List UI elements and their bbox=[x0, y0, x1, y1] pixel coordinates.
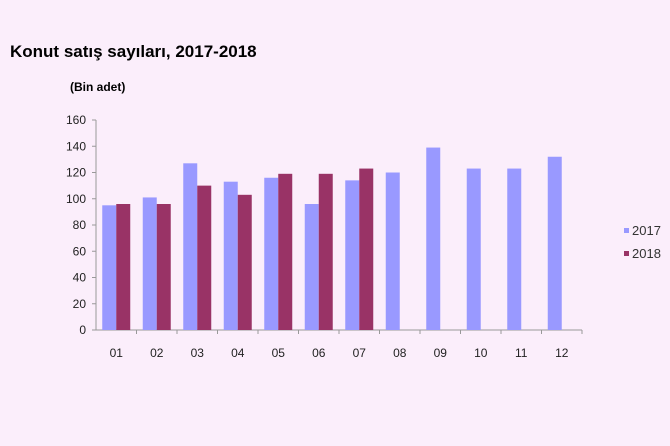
chart-title: Konut satış sayıları, 2017-2018 bbox=[10, 42, 257, 61]
y-axis-unit-label: (Bin adet) bbox=[70, 80, 126, 94]
bar-2017-07 bbox=[345, 180, 360, 330]
bar-2017-01 bbox=[102, 205, 117, 330]
bar-2018-02 bbox=[156, 204, 171, 330]
bar-2017-08 bbox=[385, 172, 400, 330]
x-tick-label: 12 bbox=[555, 346, 569, 360]
x-tick-label: 10 bbox=[474, 346, 488, 360]
y-tick-label: 140 bbox=[66, 139, 86, 153]
bar-2017-02 bbox=[142, 197, 157, 330]
y-tick-label: 0 bbox=[79, 323, 86, 337]
x-tick-label: 03 bbox=[191, 346, 205, 360]
bar-2017-09 bbox=[426, 147, 441, 330]
bar-2018-07 bbox=[359, 168, 374, 330]
y-tick-label: 20 bbox=[73, 297, 87, 311]
bar-2017-11 bbox=[507, 168, 522, 330]
y-tick-label: 120 bbox=[66, 166, 86, 180]
bar-2017-06 bbox=[304, 204, 319, 330]
x-tick-label: 04 bbox=[231, 346, 245, 360]
x-tick-label: 02 bbox=[150, 346, 164, 360]
bar-2018-05 bbox=[278, 173, 293, 330]
bar-2018-06 bbox=[318, 173, 333, 330]
legend-swatch-2018 bbox=[624, 251, 629, 256]
x-tick-label: 08 bbox=[393, 346, 407, 360]
y-tick-label: 160 bbox=[66, 113, 86, 127]
y-tick-label: 40 bbox=[73, 271, 87, 285]
x-tick-label: 01 bbox=[110, 346, 124, 360]
x-tick-label: 06 bbox=[312, 346, 326, 360]
x-tick-label: 05 bbox=[272, 346, 286, 360]
bar-2017-12 bbox=[547, 156, 562, 330]
legend-label-2018: 2018 bbox=[632, 246, 661, 261]
bar-2017-05 bbox=[264, 177, 279, 330]
x-tick-label: 07 bbox=[353, 346, 367, 360]
legend-swatch-2017 bbox=[624, 228, 629, 233]
legend-label-2017: 2017 bbox=[632, 223, 661, 238]
y-tick-label: 60 bbox=[73, 244, 87, 258]
y-tick-label: 80 bbox=[73, 218, 87, 232]
bar-2017-10 bbox=[466, 168, 481, 330]
bar-2018-03 bbox=[197, 185, 212, 330]
y-tick-label: 100 bbox=[66, 192, 86, 206]
x-tick-label: 09 bbox=[434, 346, 448, 360]
bar-2018-04 bbox=[237, 194, 252, 330]
bar-2018-01 bbox=[116, 204, 131, 330]
bar-2017-04 bbox=[223, 181, 238, 330]
x-tick-label: 11 bbox=[515, 346, 528, 360]
bar-2017-03 bbox=[183, 163, 198, 330]
